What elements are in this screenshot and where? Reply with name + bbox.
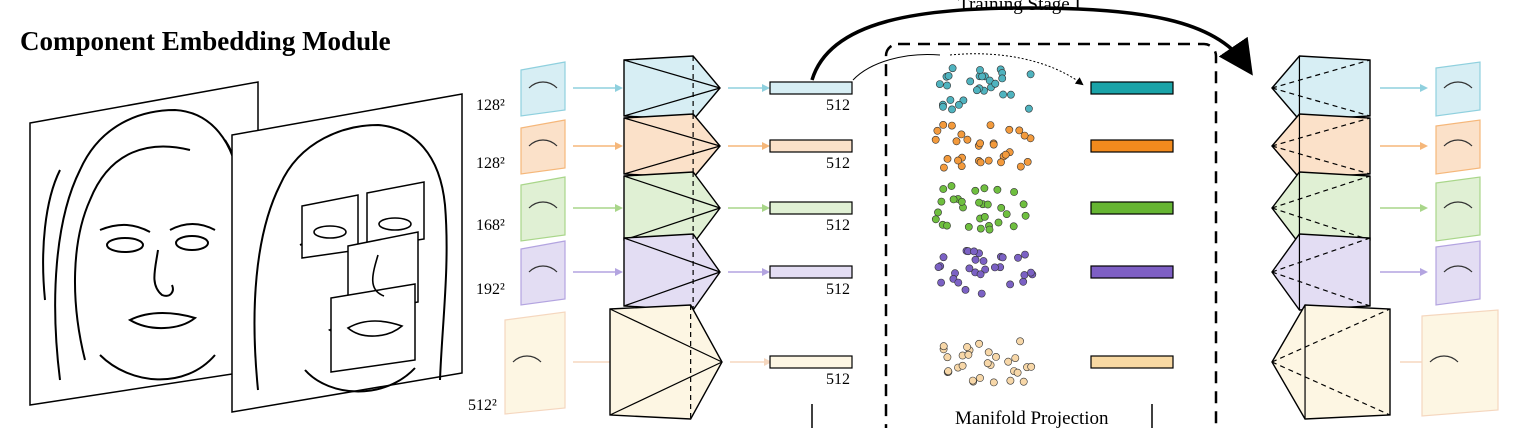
point-cloud-1 (935, 64, 1035, 114)
latent-vector-4 (769, 265, 853, 279)
module-title: Component Embedding Module (20, 26, 391, 56)
latent-dim-label: 512 (826, 281, 850, 298)
face-sketch-icon (512, 355, 542, 363)
face-sketch-icon (1443, 265, 1473, 273)
full-sketch-page (29, 81, 259, 406)
latent-vector-3 (769, 201, 853, 215)
point-cloud-3 (931, 182, 1030, 234)
decoder-3 (1271, 171, 1371, 245)
face-sketch-icon (528, 265, 558, 273)
face-sketch-icon (1443, 139, 1473, 147)
projected-vector-1 (1090, 81, 1174, 95)
training-stage-label: Training Stage I (958, 0, 1081, 15)
projected-vector-5 (1090, 355, 1174, 369)
projection-arrow (852, 53, 941, 81)
projected-vector-4 (1090, 265, 1174, 279)
output-patch-2 (1435, 119, 1481, 175)
component-row-3: 168² 512 (476, 171, 1481, 245)
component-patch-page (231, 93, 463, 413)
decoder-1 (1271, 55, 1371, 121)
component-row-4: 192² 512 (476, 233, 1481, 311)
component-row-2: 128² 512 (476, 113, 1481, 179)
encoder-4 (623, 233, 721, 311)
encoder-3 (623, 171, 721, 245)
point-cloud-5 (939, 337, 1036, 387)
decoder-4 (1271, 233, 1371, 311)
decoder-5 (1271, 304, 1391, 420)
component-row-1: 128² 512 (476, 55, 1481, 121)
latent-dim-label: 512 (826, 97, 850, 114)
patch-size-label: 128² (476, 155, 505, 172)
output-patch-3 (1435, 176, 1481, 242)
manifold-projection-label: Manifold Projection (955, 408, 1109, 428)
projected-vector-2 (1090, 139, 1174, 153)
patch-size-label: 168² (476, 217, 505, 234)
mapping-arrow (949, 53, 1084, 86)
latent-dim-label: 512 (826, 371, 850, 388)
decoder-2 (1271, 113, 1371, 179)
output-patch-1 (1435, 61, 1481, 117)
input-patch-2 (520, 119, 566, 175)
point-cloud-4 (934, 246, 1037, 298)
face-sketch-icon (1443, 201, 1473, 209)
patch-size-label: 192² (476, 281, 505, 298)
input-patch-5 (504, 311, 566, 415)
output-patch-4 (1435, 240, 1481, 306)
latent-vector-1 (769, 81, 853, 95)
face-sketch-icon (528, 81, 558, 89)
patch-size-label: 512² (468, 397, 497, 414)
face-sketch-icon (1429, 355, 1459, 363)
patch-size-label: 128² (476, 97, 505, 114)
point-cloud-2 (931, 121, 1035, 172)
output-patch-5 (1421, 309, 1499, 417)
latent-vector-5 (769, 355, 853, 369)
face-sketch-icon (528, 139, 558, 147)
input-patch-4 (520, 240, 566, 306)
face-sketch-icon (528, 201, 558, 209)
input-patch-3 (520, 176, 566, 242)
encoder-1 (623, 55, 721, 121)
input-patch-1 (520, 61, 566, 117)
projected-vector-3 (1090, 201, 1174, 215)
training-stage-arrow (810, 6, 1253, 81)
latent-vector-2 (769, 139, 853, 153)
latent-dim-label: 512 (826, 155, 850, 172)
encoder-2 (623, 113, 721, 179)
latent-dim-label: 512 (826, 217, 850, 234)
encoder-5 (609, 304, 723, 420)
component-row-5: 512² 512 (468, 304, 1499, 420)
component-rows: 128² 512 128² 512 168² 512 192² 512 512² 512 (468, 55, 1499, 420)
face-sketch-icon (1443, 81, 1473, 89)
manifold-projection-box (884, 42, 1218, 428)
